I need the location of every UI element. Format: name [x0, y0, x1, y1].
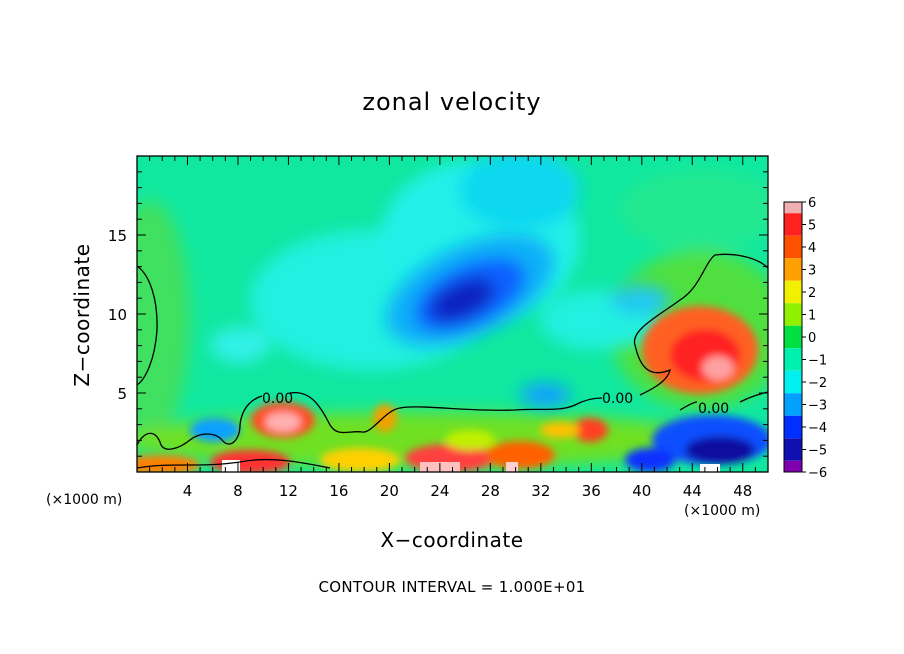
colorbar-segment [784, 438, 802, 450]
x-tick-label: 32 [531, 482, 550, 500]
contour-label: 0.00 [262, 391, 293, 407]
chart-title: zonal velocity [362, 88, 542, 116]
y-tick-label: 10 [108, 306, 127, 324]
colorbar-label: −2 [808, 376, 827, 391]
colorbar-segment [784, 348, 802, 360]
colorbar-segment [784, 359, 802, 371]
colorbar-segment [784, 325, 802, 337]
contour-labels: 0.00 0.00 0.00 [262, 391, 729, 417]
colorbar-label: 1 [808, 309, 816, 324]
x-tick-label: 24 [430, 482, 449, 500]
x-unit-label-right: (×1000 m) [684, 503, 761, 519]
contour-line-right-upper [633, 253, 768, 396]
zero-contours [137, 253, 768, 469]
y-tick-label: 5 [117, 385, 127, 403]
field-bottom-band [137, 306, 768, 472]
velocity-field [137, 156, 768, 472]
contour-label: 0.00 [698, 401, 729, 417]
colorbar-label: −3 [808, 399, 827, 414]
contour-interval-note: CONTOUR INTERVAL = 1.000E+01 [318, 578, 586, 596]
x-axis-label: X−coordinate [380, 528, 524, 552]
x-unit-label-left: (×1000 m) [46, 492, 123, 508]
colorbar-segment [784, 235, 802, 247]
field-blue-core [386, 234, 570, 407]
colorbar-label: −5 [808, 444, 827, 459]
colorbar-segment [784, 314, 802, 326]
colorbar-label: 3 [808, 264, 816, 279]
colorbar-label: 5 [808, 219, 816, 234]
y-tick-label: 15 [108, 227, 127, 245]
colorbar-label: −4 [808, 421, 827, 436]
colorbar-segment [784, 269, 802, 281]
colorbar-segment [784, 415, 802, 427]
colorbar-segment [784, 460, 802, 472]
colorbar: 6 5 4 3 2 1 0 −1 −2 −3 −4 −5 −6 [783, 196, 827, 481]
x-tick-label: 8 [233, 482, 243, 500]
contour-line-left [137, 265, 158, 386]
colorbar-label: 4 [808, 241, 816, 256]
x-tick-label: 20 [380, 482, 399, 500]
contour-label: 0.00 [602, 391, 633, 407]
colorbar-label: 0 [808, 331, 816, 346]
x-tick-label: 16 [329, 482, 348, 500]
x-tick-label: 44 [683, 482, 702, 500]
colorbar-segment [784, 393, 802, 405]
colorbar-segment [784, 247, 802, 259]
colorbar-segment [784, 292, 802, 304]
colorbar-segment [784, 449, 802, 461]
x-axis-ticks: 4 8 12 16 20 24 28 32 36 40 44 48 [149, 156, 756, 500]
colorbar-segment [784, 427, 802, 439]
colorbar-segment [784, 258, 802, 270]
colorbar-label: 2 [808, 286, 816, 301]
colorbar-label: −6 [808, 466, 827, 481]
y-axis-ticks: 5 10 15 [108, 171, 768, 457]
colorbar-label: −1 [808, 354, 827, 369]
x-tick-label: 12 [279, 482, 298, 500]
contour-line-right-tick [679, 401, 698, 411]
x-tick-label: 48 [733, 482, 752, 500]
colorbar-segment [784, 213, 802, 225]
colorbar-segment [784, 337, 802, 349]
colorbar-segment [784, 224, 802, 236]
colorbar-segment [784, 303, 802, 315]
x-tick-label: 40 [632, 482, 651, 500]
x-tick-label: 36 [582, 482, 601, 500]
contour-line-lower-left [137, 395, 263, 450]
x-tick-label: 28 [481, 482, 500, 500]
contour-line-middle [289, 392, 603, 434]
colorbar-segment [784, 404, 802, 416]
x-tick-label: 4 [183, 482, 193, 500]
colorbar-segment [784, 370, 802, 382]
colorbar-label: 6 [808, 196, 816, 211]
colorbar-segment [784, 280, 802, 292]
contour-line-bottom [137, 458, 331, 469]
colorbar-segment [784, 202, 802, 214]
colorbar-segment [784, 382, 802, 394]
